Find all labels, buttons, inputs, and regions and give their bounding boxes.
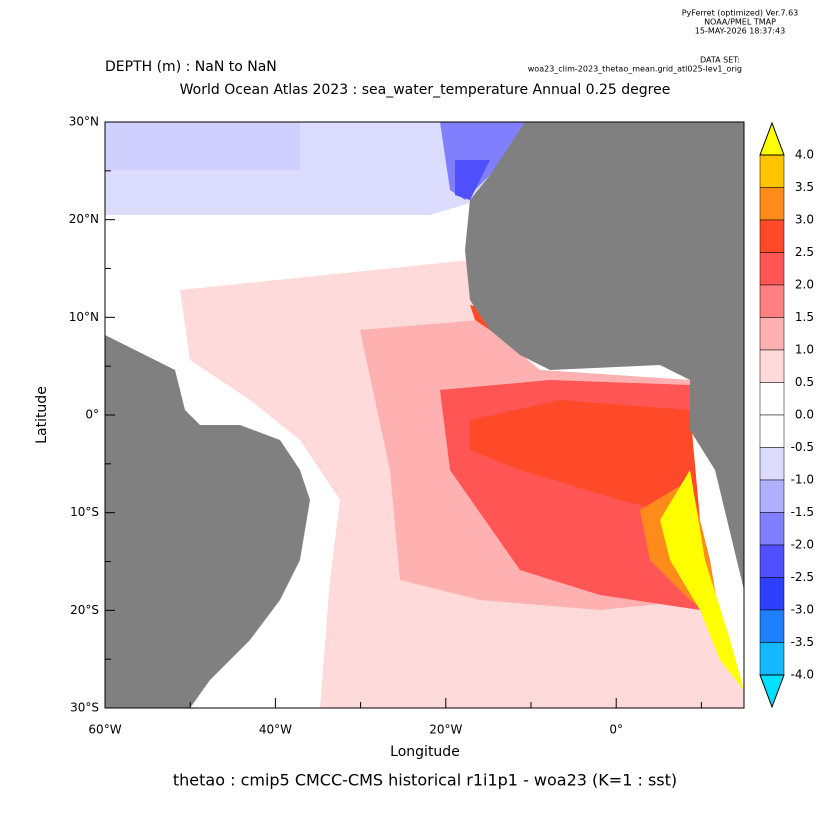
land <box>105 335 310 708</box>
colorbar-band <box>759 447 785 481</box>
program: PyFerret (optimized) Ver.7.63 <box>682 9 799 18</box>
colorbar-band <box>759 349 785 383</box>
cool-zone <box>105 122 300 170</box>
x-tick-label: 40°W <box>259 723 292 737</box>
y-tick-label: 10°S <box>70 505 99 519</box>
colorbar-band <box>759 317 785 351</box>
y-tick-label: 20°N <box>69 212 99 226</box>
colorbar-band <box>759 252 785 286</box>
title: World Ocean Atlas 2023 : sea_water_tempe… <box>180 82 671 98</box>
colorbar-label: 4.0 <box>795 148 814 162</box>
dataset-label: DATA SET: <box>700 56 740 65</box>
x-tick-label: 20°W <box>429 723 462 737</box>
colorbar-band <box>759 544 785 578</box>
colorbar-band <box>759 577 785 611</box>
date: 15-MAY-2026 18:37:43 <box>695 27 785 36</box>
colorbar-label: -2.5 <box>791 570 814 584</box>
colorbar-label: 3.5 <box>795 180 814 194</box>
x-tick-label: 0° <box>609 723 623 737</box>
dataset: woa23_clim-2023_thetao_mean.grid_atl025-… <box>528 65 742 74</box>
map-field <box>104 121 745 709</box>
y-tick-label: 10°N <box>69 310 99 324</box>
warm-zone <box>660 470 744 690</box>
colorbar-label: 3.0 <box>795 213 814 227</box>
y-tick-label: 30°S <box>70 701 99 715</box>
colorbar-band <box>759 642 785 676</box>
colorbar-band <box>759 479 785 513</box>
land <box>465 122 744 590</box>
colorbar-band <box>759 219 785 253</box>
org: NOAA/PMEL TMAP <box>704 18 776 27</box>
colorbar-label: 2.0 <box>795 278 814 292</box>
x-axis-label: Longitude <box>390 744 460 760</box>
colorbar-label: 0.5 <box>795 375 814 389</box>
colorbar-label: -2.0 <box>791 538 814 552</box>
colorbar-label: -0.5 <box>791 440 814 454</box>
colorbar-band <box>759 512 785 546</box>
colorbar-band <box>759 284 785 318</box>
colorbar-over <box>759 121 785 156</box>
colorbar-band <box>759 609 785 643</box>
colorbar-label: -3.0 <box>791 603 814 617</box>
colorbar-under <box>759 674 785 709</box>
colorbar-label: -3.5 <box>791 635 814 649</box>
y-tick-label: 30°N <box>69 115 99 129</box>
y-tick-label: 0° <box>85 408 99 422</box>
colorbar-band <box>759 382 785 416</box>
colorbar-band <box>759 414 785 448</box>
colorbar-band <box>759 154 785 188</box>
colorbar-label: -1.5 <box>791 505 814 519</box>
cool-zone <box>455 160 490 200</box>
colorbar-label: -1.0 <box>791 473 814 487</box>
colorbar-label: 1.0 <box>795 343 814 357</box>
y-tick-label: 20°S <box>70 603 99 617</box>
colorbar-label: 0.0 <box>795 408 814 422</box>
x-tick-label: 60°W <box>88 723 121 737</box>
colorbar-label: -4.0 <box>791 668 814 682</box>
y-axis-label: Latitude <box>34 386 50 444</box>
colorbar-band <box>759 187 785 221</box>
colorbar-label: 1.5 <box>795 310 814 324</box>
colorbar-label: 2.5 <box>795 245 814 259</box>
depth: DEPTH (m) : NaN to NaN <box>105 59 277 75</box>
warm-zone <box>470 400 700 520</box>
footer: thetao : cmip5 CMCC-CMS historical r1i1p… <box>173 771 677 790</box>
